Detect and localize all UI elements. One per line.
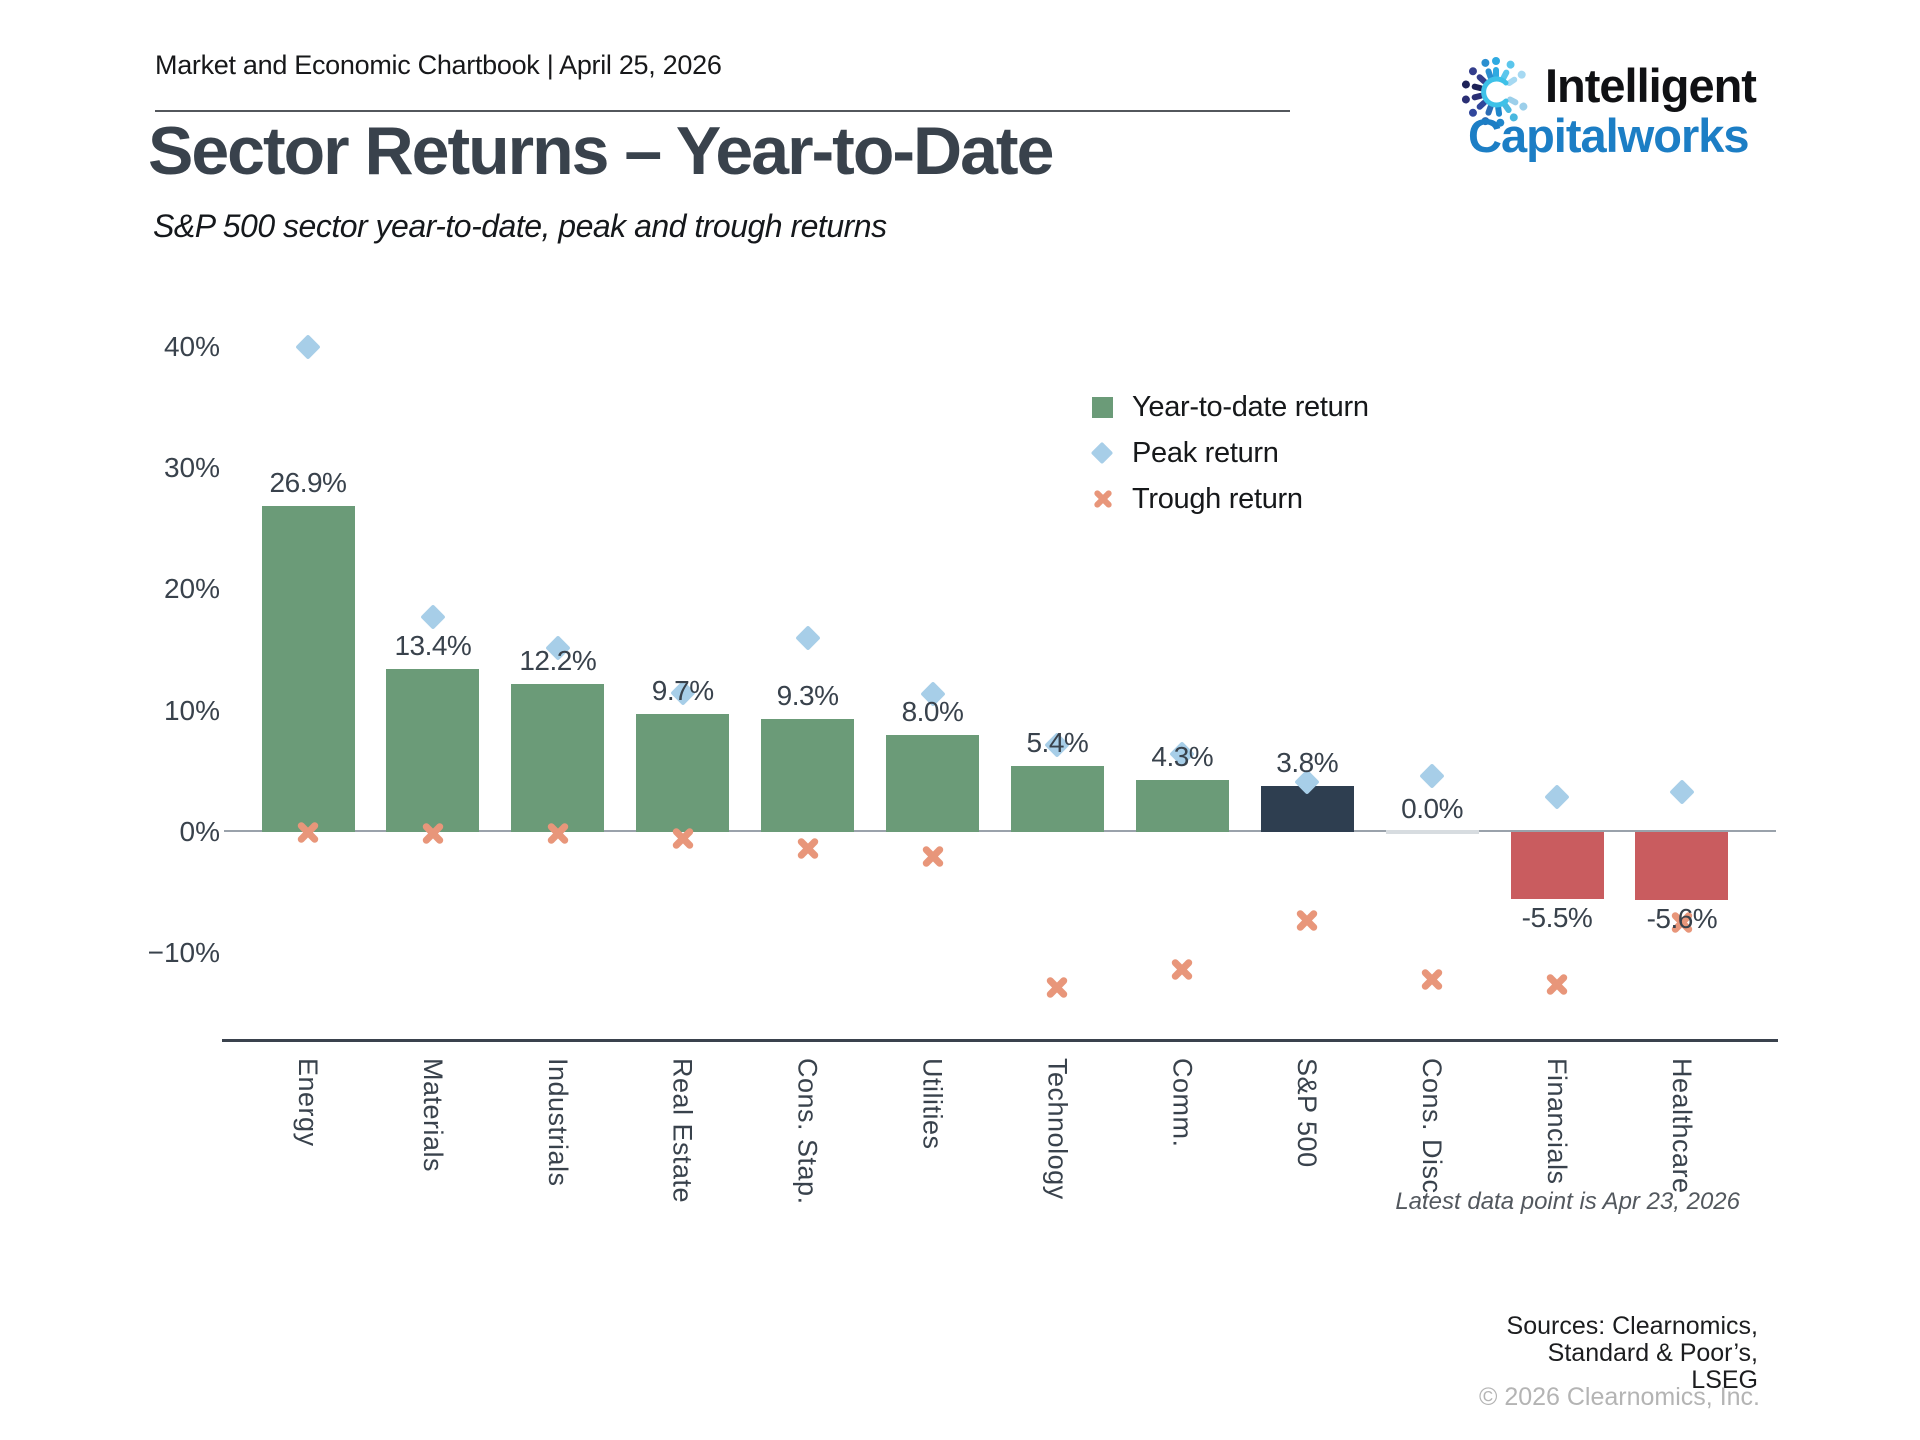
sources-line-2: Standard & Poor’s,: [1547, 1339, 1758, 1367]
trough-marker-financials: [1544, 972, 1570, 998]
bar-financials: [1510, 832, 1604, 899]
x-axis-label-energy: Energy: [293, 1058, 323, 1147]
latest-data-footnote: Latest data point is Apr 23, 2026: [1395, 1188, 1740, 1215]
bar-cons-stap: [761, 719, 855, 832]
bar-value-label-utilities: 8.0%: [901, 695, 964, 727]
x-axis-label-cons-stap: Cons. Stap.: [792, 1058, 823, 1205]
trough-marker-real-estate: [670, 825, 696, 851]
bar-cons-disc: [1385, 830, 1479, 834]
x-axis-label-healthcare: Healthcare: [1666, 1058, 1697, 1194]
trough-x-icon: [1092, 488, 1114, 510]
y-axis-tick-label: 30%: [163, 452, 220, 484]
bar-value-label-technology: 5.4%: [1026, 727, 1089, 759]
header-divider: [155, 110, 1290, 112]
bar-value-label-comm: 4.3%: [1151, 740, 1214, 772]
trough-marker-industrials: [545, 820, 571, 846]
peak-marker-financials: [1544, 784, 1570, 810]
bar-value-label-materials: 13.4%: [394, 630, 472, 662]
trough-marker-technology: [1044, 974, 1070, 1000]
peak-marker-cons-stap: [794, 625, 821, 651]
bar-value-label-healthcare: -5.6%: [1646, 902, 1718, 934]
x-axis-label-financials: Financials: [1542, 1058, 1572, 1185]
bar-value-label-energy: 26.9%: [269, 466, 347, 498]
bar-value-label-financials: -5.5%: [1521, 901, 1593, 933]
copyright-notice: © 2026 Clearnomics, Inc.: [1478, 1383, 1760, 1411]
trough-marker-comm: [1169, 956, 1195, 982]
peak-marker-healthcare: [1669, 779, 1695, 805]
brand-name-line1: Intelligent: [1545, 59, 1757, 112]
x-axis-label-cons-disc: Cons. Disc.: [1417, 1058, 1448, 1202]
x-axis-label-utilities: Utilities: [917, 1058, 948, 1150]
x-axis-label-technology: Technology: [1042, 1058, 1073, 1200]
sources-line-1: Sources: Clearnomics,: [1506, 1312, 1758, 1340]
y-axis-tick-label: 10%: [163, 694, 220, 726]
trough-marker-cons-disc: [1419, 967, 1445, 993]
legend-peak-label: Peak return: [1132, 436, 1279, 469]
trough-marker-s-p-500: [1294, 908, 1320, 934]
x-axis-line: [222, 1039, 1778, 1042]
y-axis-tick-label: 20%: [163, 573, 220, 605]
bar-real-estate: [636, 714, 730, 832]
peak-diamond-icon: [1090, 441, 1114, 465]
legend-item-ytd: Year-to-date return: [1092, 384, 1369, 430]
burst-spokes: [1461, 57, 1528, 127]
trough-marker-utilities: [920, 843, 946, 869]
bar-value-label-cons-disc: 0.0%: [1401, 793, 1463, 824]
trough-marker-cons-stap: [795, 836, 821, 862]
legend-item-peak: Peak return: [1090, 430, 1369, 476]
brand-burst-icon: [1461, 57, 1528, 127]
bar-healthcare: [1635, 832, 1729, 900]
bar-industrials: [511, 684, 605, 832]
burst-inner-c: [1481, 76, 1509, 108]
y-axis-tick-label: −10%: [147, 937, 220, 969]
sources-block: Sources: Clearnomics, Standard & Poor’s,…: [1507, 1313, 1758, 1394]
y-axis-tick-label: 40%: [163, 330, 220, 362]
legend-ytd-label: Year-to-date return: [1132, 390, 1369, 423]
x-axis-label-real-estate: Real Estate: [667, 1058, 698, 1204]
bar-value-label-s-p-500: 3.8%: [1276, 746, 1339, 778]
peak-marker-energy: [295, 334, 321, 360]
y-axis-tick-label: 0%: [179, 816, 220, 847]
bar-technology: [1010, 766, 1104, 832]
peak-marker-materials: [420, 604, 446, 631]
x-axis-label-comm: Comm.: [1167, 1058, 1198, 1148]
ytd-swatch-icon: [1092, 396, 1113, 418]
bar-value-label-industrials: 12.2%: [519, 645, 597, 676]
x-axis-label-s-p-500: S&P 500: [1292, 1058, 1323, 1168]
trough-marker-energy: [295, 819, 321, 845]
legend-item-trough: Trough return: [1092, 476, 1369, 522]
x-axis-label-materials: Materials: [417, 1058, 448, 1173]
sources-line-3: LSEG: [1691, 1366, 1758, 1394]
zero-baseline: [224, 830, 1776, 832]
bar-value-label-cons-stap: 9.3%: [776, 680, 839, 712]
brand-name-line2: Capitalworks: [1468, 109, 1750, 162]
bar-comm: [1135, 779, 1229, 832]
bar-value-label-real-estate: 9.7%: [651, 675, 714, 707]
page-subtitle: S&P 500 sector year-to-date, peak and tr…: [153, 208, 887, 244]
bar-utilities: [886, 734, 979, 832]
peak-marker-cons-disc: [1419, 763, 1445, 789]
bar-energy: [261, 505, 355, 832]
legend: Year-to-date return Peak return Trough r…: [1090, 384, 1369, 522]
chartbook-header: Market and Economic Chartbook | April 25…: [155, 50, 722, 80]
legend-trough-label: Trough return: [1132, 482, 1303, 515]
trough-marker-materials: [420, 820, 446, 846]
x-axis-label-industrials: Industrials: [542, 1058, 573, 1187]
bar-materials: [386, 669, 480, 832]
page-title: Sector Returns – Year-to-Date: [148, 113, 1054, 189]
